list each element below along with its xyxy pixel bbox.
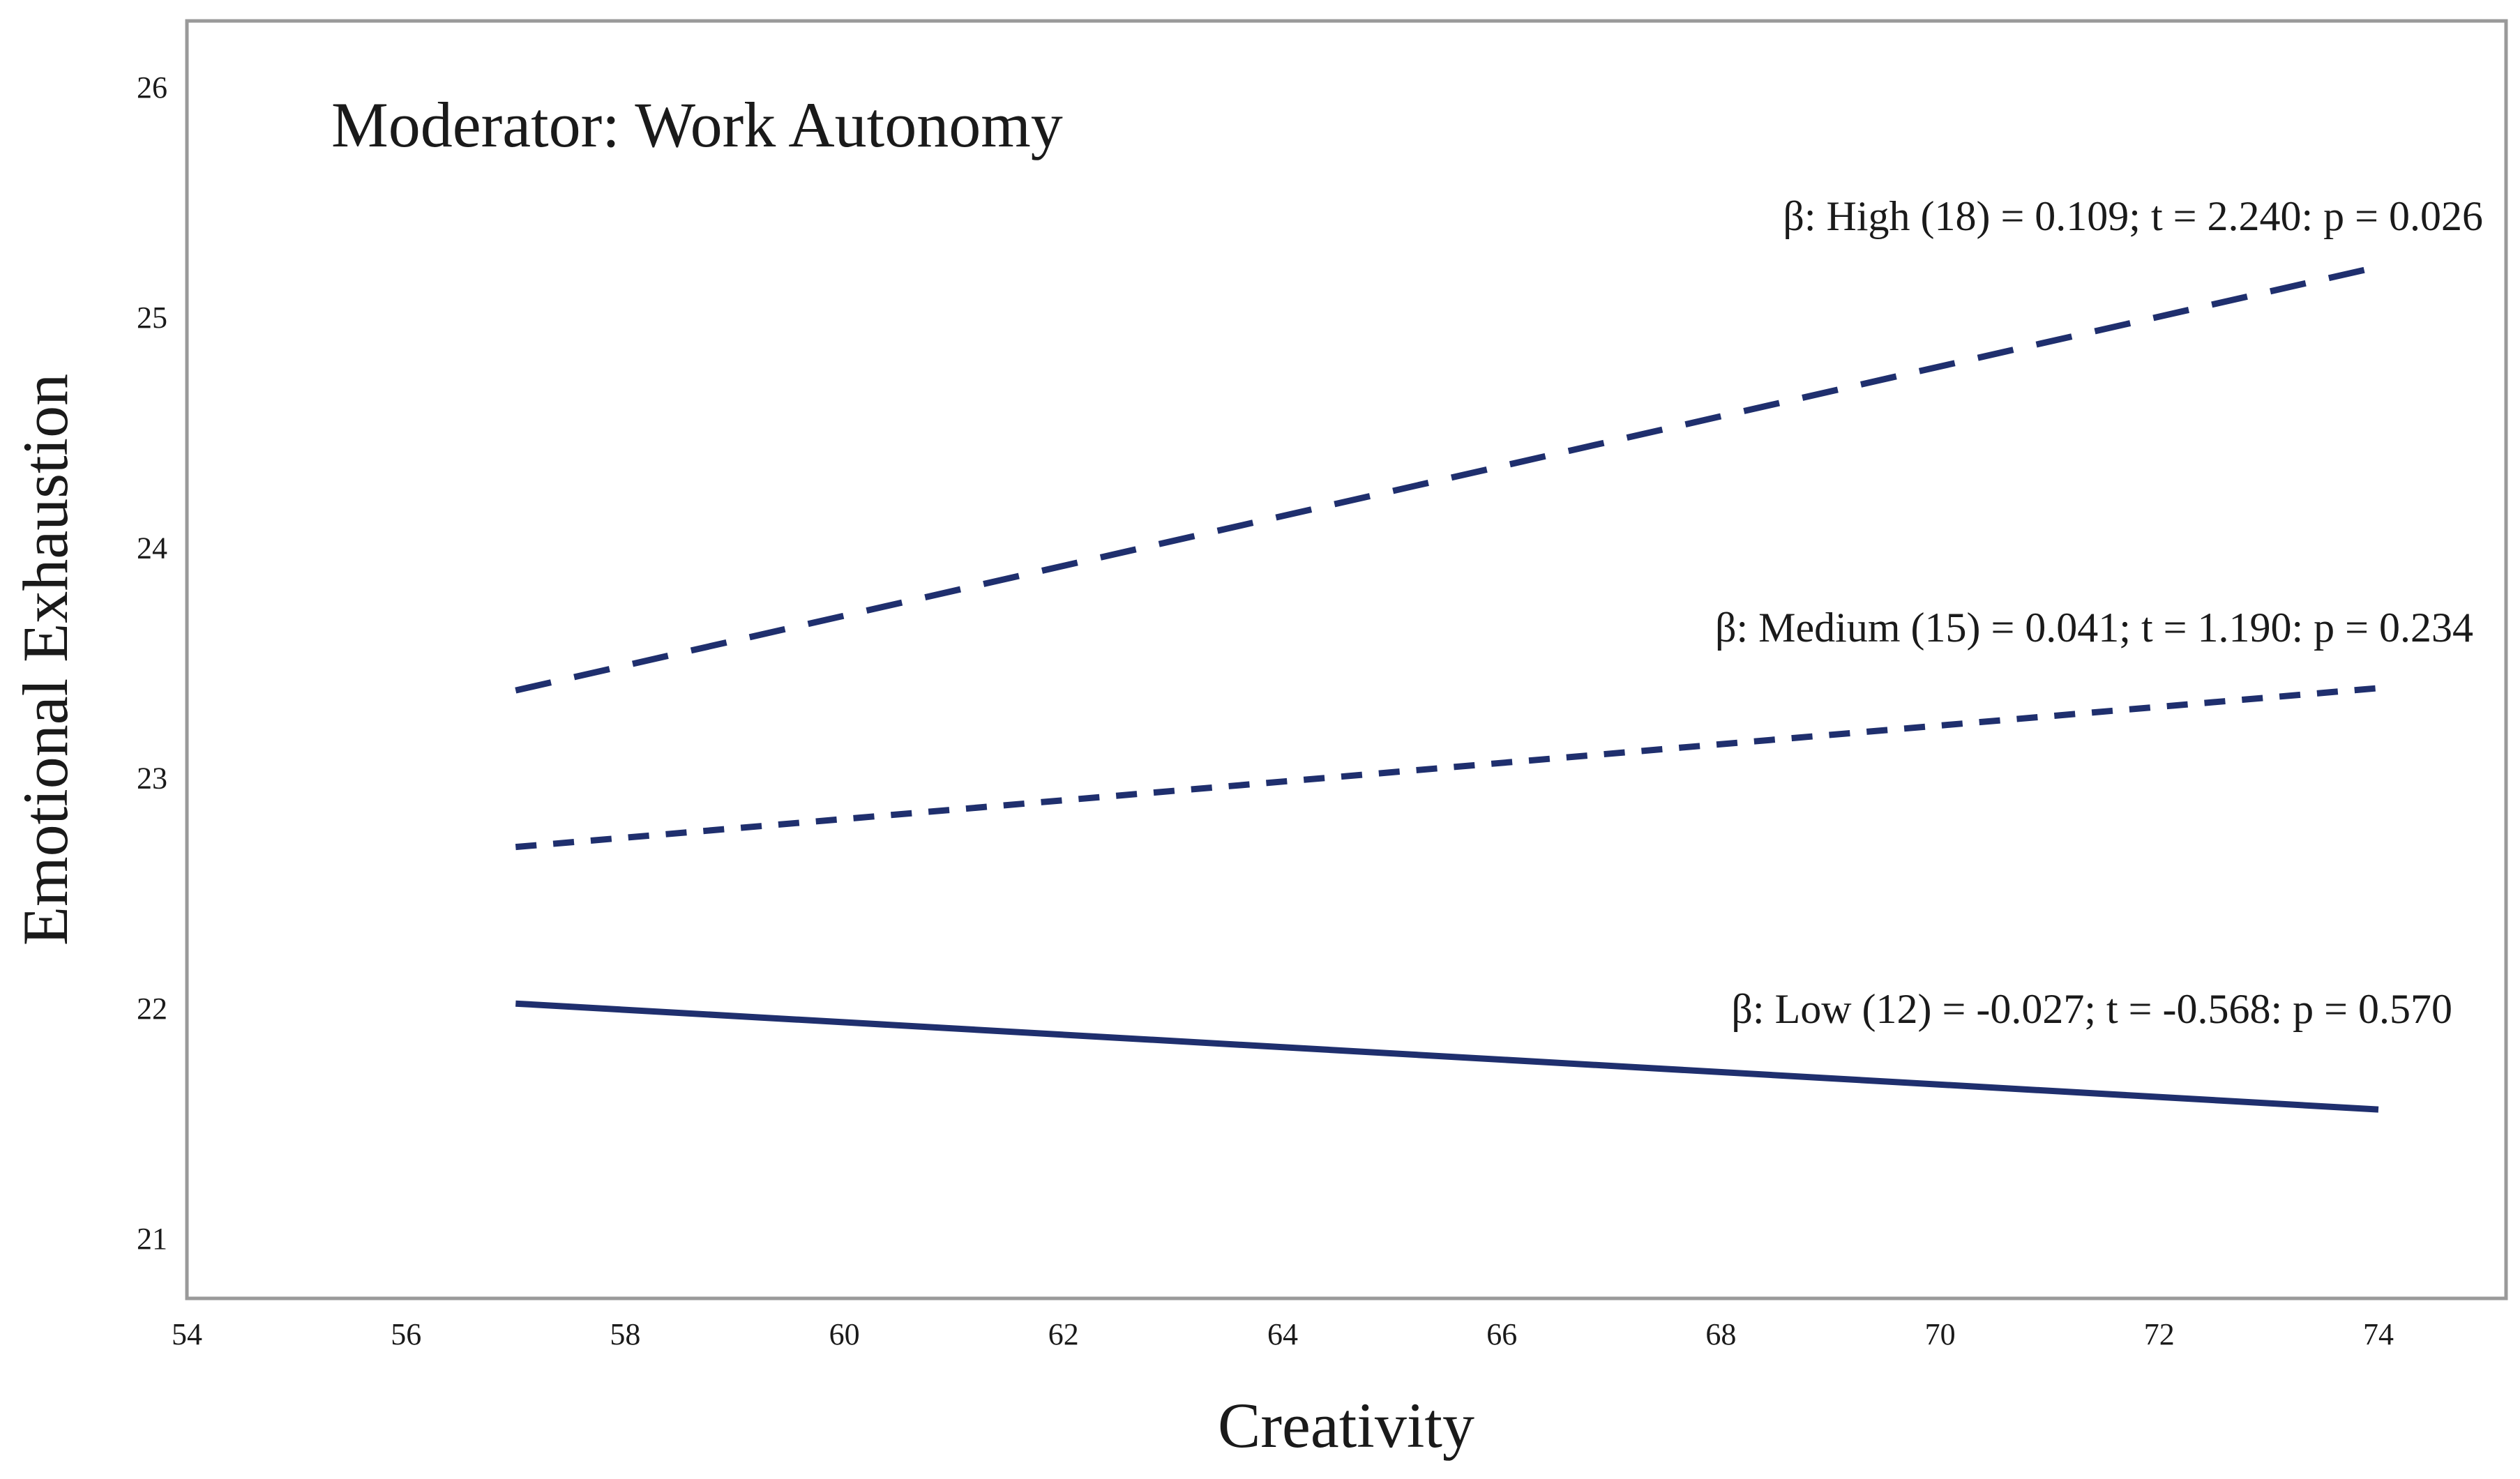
y-axis-title: Emotional Exhaustion: [10, 374, 81, 946]
x-tick-label: 66: [1486, 1317, 1517, 1351]
series-labels: β: High (18) = 0.109; t = 2.240: p = 0.0…: [1715, 193, 2483, 1032]
series-lines: [515, 264, 2379, 1113]
x-tick-label: 72: [2144, 1317, 2175, 1351]
x-tick-label: 64: [1267, 1317, 1298, 1351]
x-tick-label: 74: [2363, 1317, 2394, 1351]
series-line-dashed-short: [515, 685, 2379, 851]
y-tick-label: 24: [137, 531, 167, 565]
plot-area-frame: [185, 19, 2508, 1300]
y-tick-label: 21: [137, 1222, 167, 1256]
x-tick-label: 68: [1705, 1317, 1736, 1351]
series-line-solid: [515, 1000, 2379, 1113]
x-tick-label: 54: [172, 1317, 202, 1351]
series-annotation-label: β: High (18) = 0.109; t = 2.240: p = 0.0…: [1783, 193, 2483, 239]
series-line-dashed-long: [515, 264, 2379, 694]
x-tick-label: 62: [1048, 1317, 1079, 1351]
x-tick-label: 60: [829, 1317, 860, 1351]
series-annotation-label: β: Low (12) = -0.027; t = -0.568: p = 0.…: [1731, 986, 2452, 1032]
y-tick-label: 22: [137, 992, 167, 1026]
chart-title: Moderator: Work Autonomy: [331, 89, 1063, 160]
x-axis-title: Creativity: [1218, 1390, 1474, 1461]
y-axis-ticks: 21 22 23 24 25 26: [137, 70, 167, 1256]
series-annotation-label: β: Medium (15) = 0.041; t = 1.190: p = 0…: [1715, 605, 2473, 651]
x-tick-label: 58: [610, 1317, 640, 1351]
x-tick-label: 56: [391, 1317, 421, 1351]
x-tick-label: 70: [1925, 1317, 1956, 1351]
y-tick-label: 25: [137, 301, 167, 335]
x-axis-ticks: 54 56 58 60 62 64 66 68 70 72 74: [172, 1317, 2394, 1351]
y-tick-label: 26: [137, 70, 167, 105]
y-tick-label: 23: [137, 761, 167, 796]
